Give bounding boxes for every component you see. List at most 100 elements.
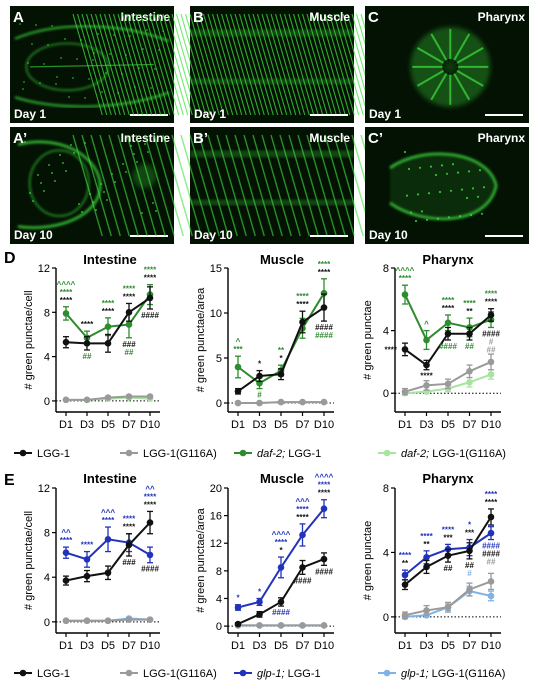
data-point-daf2 xyxy=(62,310,70,317)
legend-label-reporter: LGG-1 xyxy=(37,668,70,680)
y-axis-label: # green punctae/area xyxy=(195,287,207,392)
data-point-lgg1_mut xyxy=(125,616,133,623)
panel-letter: A’ xyxy=(13,130,27,147)
data-point-glp1 xyxy=(83,556,91,563)
data-point-daf2 xyxy=(423,336,430,344)
data-point-lgg1 xyxy=(277,598,285,606)
data-point-lgg1 xyxy=(277,370,285,378)
y-tick-label: 8 xyxy=(44,307,50,319)
data-point-lgg1 xyxy=(146,519,154,526)
data-point-glp1 xyxy=(104,536,112,543)
micrograph-background xyxy=(190,127,354,244)
significance-mark: **** xyxy=(144,492,157,501)
x-tick-label: D10 xyxy=(140,640,160,652)
y-tick-label: 8 xyxy=(383,483,389,495)
x-tick-label: D7 xyxy=(462,640,476,652)
significance-mark: **** xyxy=(123,292,136,301)
significance-mark: **** xyxy=(442,525,455,534)
significance-mark: **** xyxy=(60,288,73,297)
x-tick-label: D3 xyxy=(419,640,433,652)
x-tick-label: D1 xyxy=(59,640,73,652)
x-tick-label: D3 xyxy=(252,640,266,652)
pharynx-bulb xyxy=(389,152,498,221)
x-tick-label: D7 xyxy=(122,419,136,431)
data-point-lgg1_mut xyxy=(62,396,70,404)
x-tick-label: D3 xyxy=(80,640,94,652)
day-label: Day 10 xyxy=(369,228,408,242)
data-point-lgg1_mut xyxy=(320,622,328,629)
panel-letter: C’ xyxy=(368,130,383,147)
x-tick-label: D10 xyxy=(314,419,334,431)
x-tick-label: D5 xyxy=(274,419,288,431)
legend-label-genotype: glp-1; xyxy=(401,668,429,680)
significance-mark: * xyxy=(279,354,283,363)
data-point-daf2 xyxy=(401,291,409,298)
data-point-glp1 xyxy=(320,505,328,513)
x-tick-label: D7 xyxy=(122,640,136,652)
significance-mark: **** xyxy=(296,513,309,522)
data-point-lgg1 xyxy=(466,330,473,338)
chart-title: Intestine xyxy=(83,471,136,486)
legend-swatch-marker xyxy=(239,449,247,457)
significance-mark: ** xyxy=(466,307,473,316)
legend-label-genotype: glp-1; xyxy=(257,668,285,680)
data-point-lgg1 xyxy=(423,361,430,369)
y-axis-label: # green punctae/cell xyxy=(23,511,35,610)
legend-e: LGG-1 LGG-1(G116A) glp-1; LGG-1 glp-1; LGG-… xyxy=(14,668,505,680)
significance-mark: #### xyxy=(141,311,159,320)
legend-label-reporter: LGG-1 xyxy=(37,448,70,460)
x-tick-label: D10 xyxy=(140,419,160,431)
significance-mark: **** xyxy=(81,541,94,550)
data-point-lgg1_mut xyxy=(83,396,91,404)
data-point-lgg1_mut xyxy=(277,398,285,406)
intestine-lobe xyxy=(17,140,102,229)
data-point-glp1 xyxy=(487,529,495,537)
legend-swatch-marker xyxy=(383,669,391,677)
intestine-lumen xyxy=(28,149,90,217)
y-tick-label: 16 xyxy=(210,511,222,523)
significance-mark: #### xyxy=(272,608,290,617)
significance-mark: **** xyxy=(275,538,288,547)
significance-mark: #### xyxy=(294,576,312,585)
x-tick-label: D10 xyxy=(481,419,501,431)
legend-label: LGG-1(G116A) xyxy=(143,668,217,680)
significance-mark: **** xyxy=(399,274,412,283)
significance-mark: **** xyxy=(420,532,433,541)
y-tick-label: 0 xyxy=(44,617,50,629)
legend-label: glp-1; LGG-1 xyxy=(257,668,321,680)
significance-mark: ^^^^ xyxy=(396,266,415,275)
significance-mark: **** xyxy=(485,290,498,299)
x-tick-label: D10 xyxy=(314,640,334,652)
tissue-label: Muscle xyxy=(309,10,350,24)
significance-mark: ## xyxy=(83,352,92,361)
significance-mark: #### xyxy=(439,342,457,351)
significance-mark: **** xyxy=(318,268,331,277)
panel-letter: B xyxy=(193,9,204,26)
significance-mark: ** xyxy=(423,540,430,549)
x-tick-label: D7 xyxy=(295,640,309,652)
legend-label: LGG-1(G116A) xyxy=(143,448,217,460)
tissue-label: Pharynx xyxy=(478,10,526,24)
legend-swatch-marker xyxy=(125,669,133,677)
significance-mark: **** xyxy=(60,536,73,545)
data-point-daf2 xyxy=(444,319,452,327)
y-axis-label: # green punctae/area xyxy=(195,507,207,612)
legend-label-genotype: daf-2; xyxy=(401,448,429,460)
significance-mark: ^^^^ xyxy=(272,530,291,539)
data-point-lgg1_mut xyxy=(62,617,70,625)
day-label: Day 1 xyxy=(194,107,226,121)
y-tick-label: 0 xyxy=(383,388,389,400)
significance-mark: **** xyxy=(144,274,157,283)
panel-letter: B’ xyxy=(193,130,208,147)
significance-mark: **** xyxy=(385,345,398,354)
data-point-lgg1_mut xyxy=(487,358,495,366)
data-point-lgg1 xyxy=(104,569,112,577)
significance-mark: **** xyxy=(420,372,433,381)
x-tick-label: D5 xyxy=(441,419,455,431)
data-point-lgg1 xyxy=(234,388,242,395)
micrograph-6: C’ Pharynx Day 10 xyxy=(365,127,529,244)
legend-label: LGG-1 xyxy=(37,668,70,680)
data-point-lgg1_mut xyxy=(466,368,473,375)
significance-mark: ## xyxy=(465,342,474,351)
